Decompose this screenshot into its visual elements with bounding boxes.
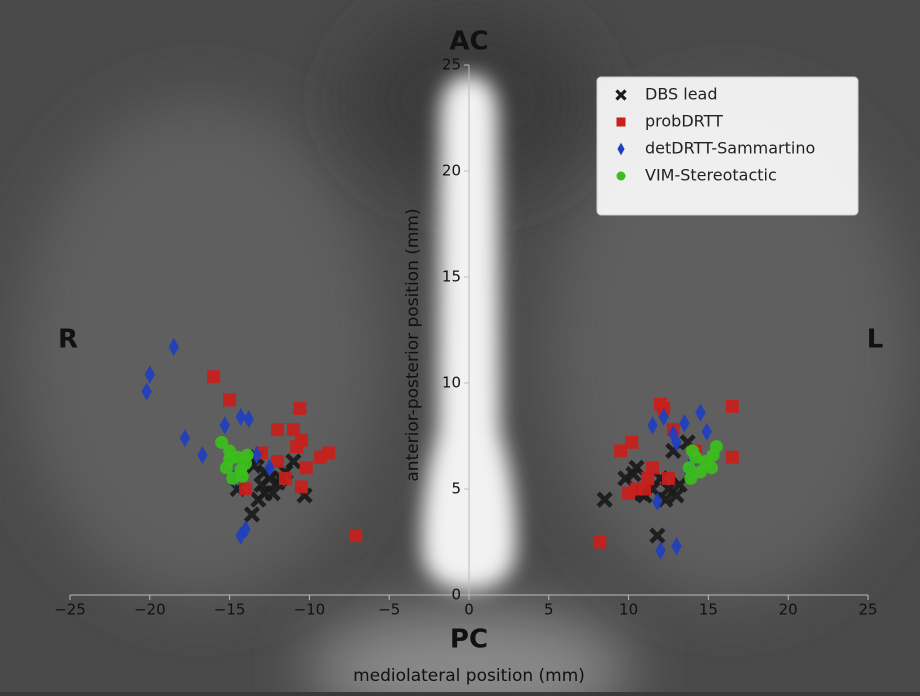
marker — [593, 536, 606, 549]
marker — [290, 440, 303, 453]
y-tick-label: 25 — [442, 56, 461, 74]
marker — [300, 461, 313, 474]
marker — [223, 393, 236, 406]
marker — [726, 451, 739, 464]
x-tick-label: 20 — [779, 601, 798, 619]
chart: −25 −20 −15 −10 −5 0 5 10 15 20 25 0 5 10 15 20 25 AC PC… — [0, 0, 920, 692]
x-axis-label: mediolateral position (mm) — [353, 666, 585, 686]
marker — [241, 449, 254, 462]
annotation: PC — [450, 625, 488, 655]
marker — [236, 470, 249, 483]
marker — [239, 483, 252, 496]
marker — [684, 472, 697, 485]
marker — [349, 529, 362, 542]
marker — [641, 472, 654, 485]
legend-label: DBS lead — [645, 85, 718, 104]
marker — [617, 118, 626, 127]
annotation: R — [58, 325, 78, 355]
marker — [295, 480, 308, 493]
x-tick-label: 10 — [619, 601, 638, 619]
annotation: L — [867, 325, 884, 355]
x-tick-label: −15 — [214, 601, 246, 619]
marker — [686, 444, 699, 457]
marker — [293, 402, 306, 415]
annotation: AC — [449, 27, 488, 57]
legend-label: detDRTT-Sammartino — [645, 139, 815, 158]
y-tick-label: 15 — [442, 268, 461, 286]
x-tick-label: −10 — [294, 601, 326, 619]
marker — [223, 453, 236, 466]
marker — [625, 436, 638, 449]
marker — [207, 370, 220, 383]
legend: DBS lead probDRTT detDRTT-Sammartino VIM-St… — [597, 77, 858, 215]
page: {"chart_data": {"type": "scatter", "anno… — [0, 0, 920, 692]
marker — [662, 472, 675, 485]
x-tick-label: −20 — [134, 601, 166, 619]
marker — [707, 449, 720, 462]
x-tick-label: 0 — [464, 601, 474, 619]
y-tick-label: 5 — [451, 480, 461, 498]
marker — [705, 461, 718, 474]
marker — [322, 446, 335, 459]
marker — [622, 487, 635, 500]
y-tick-label: 0 — [451, 586, 461, 604]
x-tick-label: 15 — [699, 601, 718, 619]
marker — [617, 172, 626, 181]
x-tick-label: −25 — [54, 601, 86, 619]
marker — [279, 472, 292, 485]
marker — [726, 400, 739, 413]
y-tick-label: 10 — [442, 374, 461, 392]
x-tick-label: 5 — [544, 601, 554, 619]
marker — [271, 423, 284, 436]
legend-label: VIM-Stereotactic — [645, 166, 777, 185]
y-tick-label: 20 — [442, 162, 461, 180]
y-axis-label: anterior-posterior position (mm) — [403, 208, 423, 481]
x-tick-label: −5 — [378, 601, 400, 619]
x-tick-label: 25 — [858, 601, 877, 619]
legend-label: probDRTT — [645, 112, 723, 131]
marker — [614, 444, 627, 457]
